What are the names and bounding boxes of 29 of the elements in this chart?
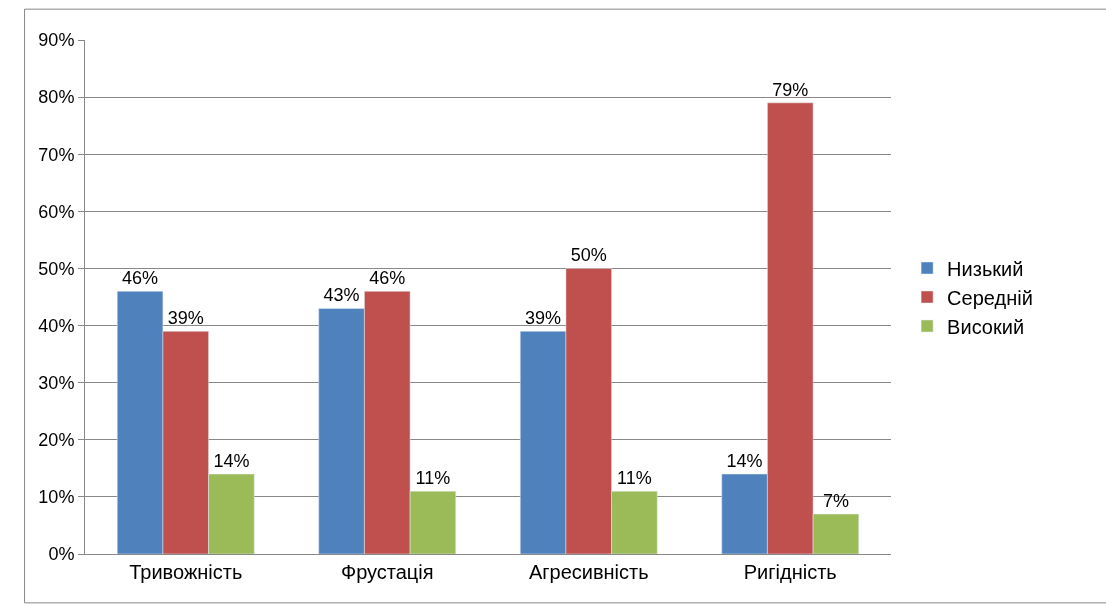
data-label: 46%	[369, 268, 406, 289]
data-label: 11%	[415, 468, 451, 489]
y-tick-label: 20%	[38, 430, 75, 451]
legend-label: Середній	[947, 286, 1033, 309]
data-label: 50%	[570, 245, 607, 266]
data-label: 39%	[167, 308, 204, 329]
x-tick-label: Тривожність	[129, 561, 243, 583]
data-label: 39%	[525, 308, 562, 329]
y-tick-label: 70%	[38, 144, 75, 165]
y-tick-label: 90%	[38, 30, 75, 51]
y-tick-label: 50%	[38, 258, 75, 279]
y-tick-label: 60%	[38, 201, 75, 222]
data-label: 14%	[213, 451, 250, 472]
y-tick-label: 80%	[38, 87, 75, 108]
y-tick-label: 30%	[38, 372, 75, 393]
x-tick-label: Агресивність	[528, 561, 649, 583]
x-tick-label: Ригідність	[743, 561, 837, 583]
data-label: 14%	[726, 451, 763, 472]
y-tick-label: 40%	[38, 315, 75, 336]
data-label: 46%	[122, 268, 159, 289]
legend-label: Низький	[947, 257, 1024, 280]
data-label: 7%	[822, 491, 849, 512]
x-tick-label: Фрустація	[340, 561, 434, 583]
y-tick-label: 0%	[48, 544, 75, 565]
y-tick-label: 10%	[38, 487, 75, 508]
data-label: 79%	[772, 79, 809, 100]
data-label: 11%	[617, 468, 652, 489]
legend-label: Високий	[947, 315, 1025, 338]
data-label: 43%	[323, 285, 360, 306]
